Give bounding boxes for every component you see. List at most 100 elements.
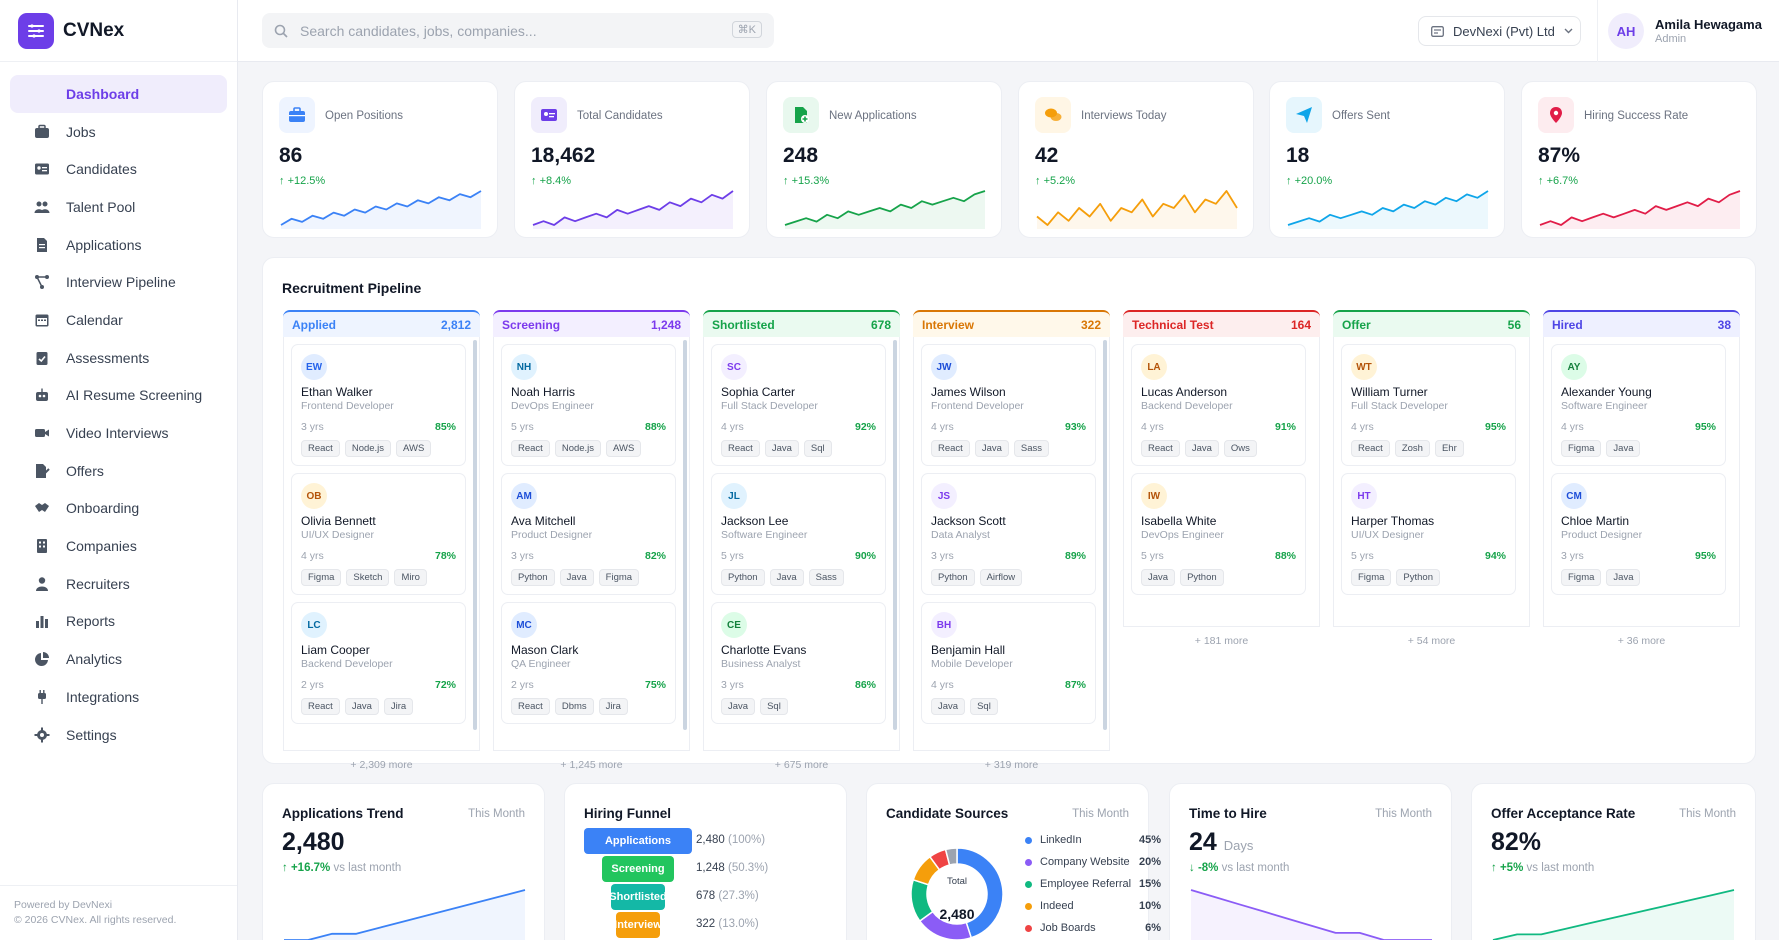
- sidebar-item-calendar[interactable]: Calendar: [10, 301, 227, 339]
- legend-percent: 20%: [1138, 856, 1161, 868]
- candidate-experience: 4 yrs: [931, 679, 954, 691]
- column-header[interactable]: Screening 1,248: [493, 310, 690, 337]
- candidate-name: Chloe Martin: [1561, 514, 1630, 528]
- stat-card-hiring-success-rate[interactable]: Hiring Success Rate 87% ↑ +6.7%: [1521, 81, 1757, 238]
- candidate-card[interactable]: MC Mason Clark QA Engineer 2 yrs 75% React Dbm…: [501, 602, 676, 724]
- sidebar-item-onboarding[interactable]: Onboarding: [10, 490, 227, 528]
- company-selector[interactable]: DevNexi (Pvt) Ltd: [1418, 16, 1581, 46]
- column-scrollbar[interactable]: [893, 340, 897, 730]
- stat-card-new-applications[interactable]: New Applications 248 ↑ +15.3%: [766, 81, 1002, 238]
- more-link[interactable]: + 54 more: [1407, 635, 1456, 647]
- candidate-experience: 5 yrs: [1351, 550, 1374, 562]
- funnel-stage[interactable]: Applications: [584, 828, 692, 854]
- column-count: 2,812: [440, 317, 471, 332]
- column-header[interactable]: Hired 38: [1543, 310, 1740, 337]
- stat-sparkline: [1539, 190, 1741, 229]
- stat-card-total-candidates[interactable]: Total Candidates 18,462 ↑ +8.4%: [514, 81, 750, 238]
- more-link[interactable]: + 319 more: [984, 759, 1039, 771]
- candidate-card[interactable]: JS Jackson Scott Data Analyst 3 yrs 89% Pytho…: [921, 473, 1096, 595]
- column-header[interactable]: Technical Test 164: [1123, 310, 1320, 337]
- period-selector[interactable]: This Month: [1072, 808, 1129, 820]
- sidebar-item-integrations[interactable]: Integrations: [10, 678, 227, 716]
- candidate-card[interactable]: LA Lucas Anderson Backend Developer 4 yrs 91…: [1131, 344, 1306, 466]
- brand[interactable]: CVNex: [0, 0, 237, 62]
- more-link[interactable]: + 1,245 more: [560, 759, 623, 771]
- candidate-card[interactable]: LC Liam Cooper Backend Developer 2 yrs 72% Re…: [291, 602, 466, 724]
- funnel-stage[interactable]: Shortlisted: [609, 884, 667, 910]
- donut-slice[interactable]: [956, 847, 1004, 939]
- search-input[interactable]: Search candidates, jobs, companies... ⌘K: [262, 13, 774, 48]
- candidate-card[interactable]: HT Harper Thomas UI/UX Designer 5 yrs 94% Fig…: [1341, 473, 1516, 595]
- sidebar-item-interview-pipeline[interactable]: Interview Pipeline: [10, 263, 227, 301]
- candidate-card[interactable]: EW Ethan Walker Frontend Developer 3 yrs 85%…: [291, 344, 466, 466]
- sidebar-item-reports[interactable]: Reports: [10, 603, 227, 641]
- stat-card-open-positions[interactable]: Open Positions 86 ↑ +12.5%: [262, 81, 498, 238]
- handshake-icon: [34, 500, 50, 516]
- candidate-card[interactable]: SC Sophia Carter Full Stack Developer 4 yrs…: [711, 344, 886, 466]
- stat-card-interviews-today[interactable]: Interviews Today 42 ↑ +5.2%: [1018, 81, 1254, 238]
- sidebar-item-recruiters[interactable]: Recruiters: [10, 565, 227, 603]
- widget-change: ↓ -8% vs last month: [1189, 862, 1290, 874]
- column-count: 56: [1507, 317, 1521, 332]
- period-selector[interactable]: This Month: [468, 808, 525, 820]
- sidebar-item-candidates[interactable]: Candidates: [10, 150, 227, 188]
- candidate-card[interactable]: WT William Turner Full Stack Developer 4 yr…: [1341, 344, 1516, 466]
- candidate-name: Charlotte Evans: [721, 643, 807, 657]
- candidate-card[interactable]: CE Charlotte Evans Business Analyst 3 yrs 86…: [711, 602, 886, 724]
- skill-tag: React: [1141, 440, 1180, 457]
- sidebar-item-companies[interactable]: Companies: [10, 527, 227, 565]
- candidate-card[interactable]: CM Chloe Martin Product Designer 3 yrs 95% Fi…: [1551, 473, 1726, 595]
- file-signature-icon: [34, 463, 50, 479]
- sidebar-item-talent-pool[interactable]: Talent Pool: [10, 188, 227, 226]
- donut-slice[interactable]: [944, 847, 958, 866]
- more-link[interactable]: + 675 more: [774, 759, 829, 771]
- column-scrollbar[interactable]: [473, 340, 477, 730]
- sidebar-item-ai-resume-screening[interactable]: AI Resume Screening: [10, 377, 227, 415]
- candidate-card[interactable]: OB Olivia Bennett UI/UX Designer 4 yrs 78% Fi…: [291, 473, 466, 595]
- candidate-card[interactable]: AM Ava Mitchell Product Designer 3 yrs 82% Py…: [501, 473, 676, 595]
- column-header[interactable]: Shortlisted 678: [703, 310, 900, 337]
- funnel-stage[interactable]: Interview: [614, 912, 662, 938]
- period-selector[interactable]: This Month: [1375, 808, 1432, 820]
- column-header[interactable]: Offer 56: [1333, 310, 1530, 337]
- period-selector[interactable]: This Month: [1679, 808, 1736, 820]
- more-link[interactable]: + 36 more: [1617, 635, 1666, 647]
- widget-title: Candidate Sources: [886, 806, 1009, 821]
- user-menu[interactable]: AH Amila Hewagama Admin: [1597, 0, 1762, 62]
- candidate-card[interactable]: NH Noah Harris DevOps Engineer 5 yrs 88% Reac…: [501, 344, 676, 466]
- column-scrollbar[interactable]: [1103, 340, 1107, 730]
- sidebar-item-label: Companies: [66, 538, 137, 555]
- column-scrollbar[interactable]: [683, 340, 687, 730]
- more-link[interactable]: + 2,309 more: [350, 759, 413, 771]
- column-header[interactable]: Interview 322: [913, 310, 1110, 337]
- sidebar: CVNex Dashboard Jobs Candidates Talent Pool…: [0, 0, 238, 940]
- candidate-card[interactable]: JL Jackson Lee Software Engineer 5 yrs 90% Py…: [711, 473, 886, 595]
- stat-card-offers-sent[interactable]: Offers Sent 18 ↑ +20.0%: [1269, 81, 1505, 238]
- candidate-name: Isabella White: [1141, 514, 1217, 528]
- sidebar-item-dashboard[interactable]: Dashboard: [10, 75, 227, 113]
- sidebar-item-video-interviews[interactable]: Video Interviews: [10, 414, 227, 452]
- column-header[interactable]: Applied 2,812: [283, 310, 480, 337]
- skill-tags: React Dbms Jira: [511, 698, 628, 715]
- candidate-card[interactable]: AY Alexander Young Software Engineer 4 yrs 9…: [1551, 344, 1726, 466]
- sidebar-item-jobs[interactable]: Jobs: [10, 113, 227, 151]
- candidate-card[interactable]: IW Isabella White DevOps Engineer 5 yrs 88% J…: [1131, 473, 1306, 595]
- candidate-role: UI/UX Designer: [1351, 529, 1424, 541]
- funnel-stage[interactable]: Screening: [602, 856, 674, 882]
- stat-change: ↑ +20.0%: [1286, 175, 1333, 187]
- sidebar-item-assessments[interactable]: Assessments: [10, 339, 227, 377]
- avatar: WT: [1351, 354, 1377, 380]
- sidebar-item-applications[interactable]: Applications: [10, 226, 227, 264]
- more-link[interactable]: + 181 more: [1194, 635, 1249, 647]
- stat-label: Offers Sent: [1332, 110, 1390, 122]
- legend-percent: 45%: [1138, 834, 1161, 846]
- sidebar-item-analytics[interactable]: Analytics: [10, 640, 227, 678]
- legend-item: Job Boards 6%: [1025, 922, 1161, 934]
- sidebar-item-settings[interactable]: Settings: [10, 716, 227, 754]
- sources-donut-chart: [910, 847, 1004, 940]
- candidate-name: Jackson Scott: [931, 514, 1006, 528]
- candidate-card[interactable]: BH Benjamin Hall Mobile Developer 4 yrs 87% J…: [921, 602, 1096, 724]
- sidebar-item-offers[interactable]: Offers: [10, 452, 227, 490]
- candidate-role: Full Stack Developer: [1351, 400, 1448, 412]
- candidate-card[interactable]: JW James Wilson Frontend Developer 4 yrs 93%…: [921, 344, 1096, 466]
